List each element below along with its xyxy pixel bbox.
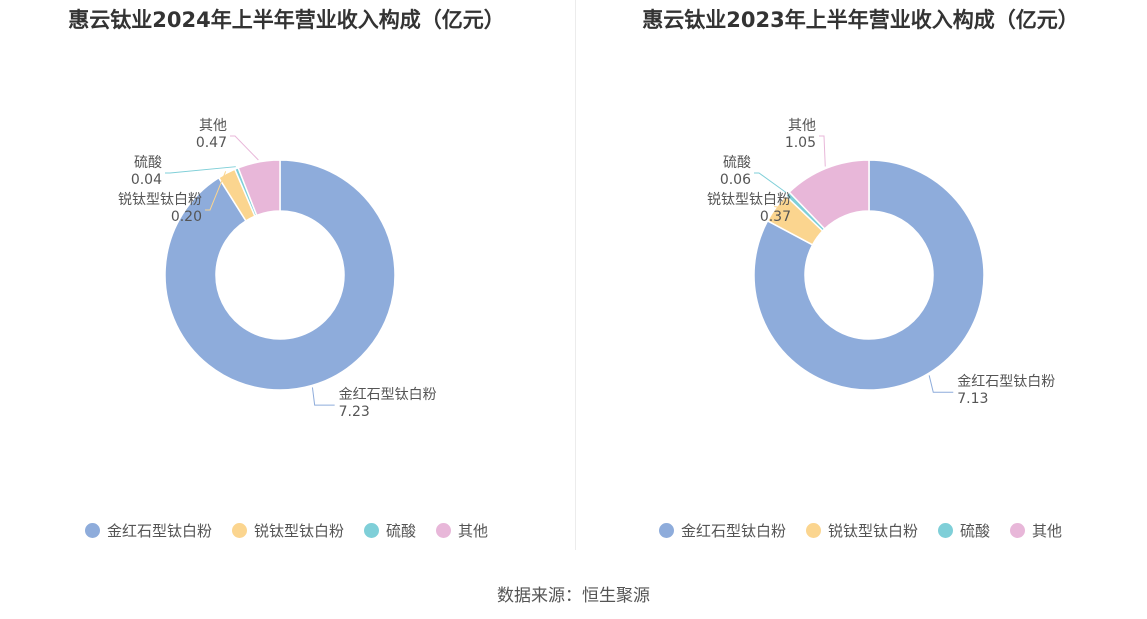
- chart-title: 惠云钛业2023年上半年营业收入构成（亿元）: [642, 8, 1079, 32]
- leader-line: [165, 166, 236, 174]
- slice-value-label: 0.06: [720, 172, 751, 188]
- slice-value-label: 0.20: [171, 209, 202, 225]
- slice-value-label: 0.37: [760, 209, 791, 225]
- leader-line: [230, 135, 259, 161]
- legend-marker: [938, 523, 953, 538]
- legend: 金红石型钛白粉 锐钛型钛白粉 硫酸 其他: [0, 520, 573, 541]
- chart-title: 惠云钛业2024年上半年营业收入构成（亿元）: [68, 8, 505, 32]
- donut-slice[interactable]: [237, 159, 281, 217]
- legend: 金红石型钛白粉 锐钛型钛白粉 硫酸 其他: [574, 520, 1147, 541]
- legend-label: 金红石型钛白粉: [106, 522, 212, 540]
- slice-value-label: 0.47: [196, 135, 227, 151]
- leader-line: [205, 171, 227, 211]
- donut-slice[interactable]: [753, 159, 985, 391]
- legend-item[interactable]: 金红石型钛白粉: [658, 520, 786, 541]
- legend-marker: [436, 523, 452, 538]
- chart-2024: 惠云钛业2024年上半年营业收入构成（亿元） 金红石型钛白粉 7.23 锐钛型钛白粉…: [0, 0, 573, 560]
- legend-item[interactable]: 其他: [436, 520, 488, 541]
- data-source: 数据来源：恒生聚源: [497, 586, 650, 606]
- legend-label: 锐钛型钛白粉: [827, 522, 918, 540]
- slice-category-label: 金红石型钛白粉: [957, 374, 1055, 390]
- chart-2023: 惠云钛业2023年上半年营业收入构成（亿元） 金红石型钛白粉 7.13 锐钛型钛白粉…: [574, 0, 1147, 560]
- donut-slice[interactable]: [788, 159, 870, 230]
- slice-category-label: 硫酸: [134, 155, 162, 171]
- slice-value-label: 7.13: [957, 391, 988, 407]
- donut-slice[interactable]: [164, 159, 396, 391]
- legend-item[interactable]: 锐钛型钛白粉: [805, 520, 918, 541]
- leader-line: [819, 135, 826, 167]
- legend-label: 锐钛型钛白粉: [253, 522, 344, 540]
- legend-item[interactable]: 锐钛型钛白粉: [231, 520, 344, 541]
- legend-item[interactable]: 金红石型钛白粉: [84, 520, 212, 541]
- leader-line: [928, 375, 954, 393]
- slice-category-label: 金红石型钛白粉: [339, 387, 437, 403]
- legend-label: 金红石型钛白粉: [680, 522, 786, 540]
- legend-label: 硫酸: [386, 522, 417, 540]
- slice-value-label: 0.04: [131, 172, 162, 188]
- legend-label: 硫酸: [960, 522, 991, 540]
- leader-line: [311, 387, 335, 406]
- legend-marker: [805, 523, 821, 538]
- legend-marker: [1010, 523, 1026, 538]
- slice-value-label: 1.05: [785, 135, 816, 151]
- slice-category-label: 硫酸: [723, 155, 751, 171]
- legend-item[interactable]: 硫酸: [364, 520, 416, 541]
- legend-item[interactable]: 其他: [1010, 520, 1062, 541]
- slice-category-label: 锐钛型钛白粉: [707, 192, 791, 208]
- panel-divider: [575, 0, 576, 550]
- legend-marker: [364, 523, 379, 538]
- legend-marker: [231, 523, 247, 538]
- slice-category-label: 其他: [199, 118, 227, 134]
- legend-label: 其他: [458, 522, 489, 540]
- slice-value-label: 7.23: [339, 404, 370, 420]
- leader-line: [754, 172, 787, 193]
- leader-line: [774, 205, 800, 211]
- slice-category-label: 其他: [788, 118, 816, 134]
- legend-marker: [84, 523, 100, 538]
- legend-label: 其他: [1032, 522, 1063, 540]
- legend-item[interactable]: 硫酸: [938, 520, 990, 541]
- legend-marker: [658, 523, 674, 538]
- slice-category-label: 锐钛型钛白粉: [118, 192, 202, 208]
